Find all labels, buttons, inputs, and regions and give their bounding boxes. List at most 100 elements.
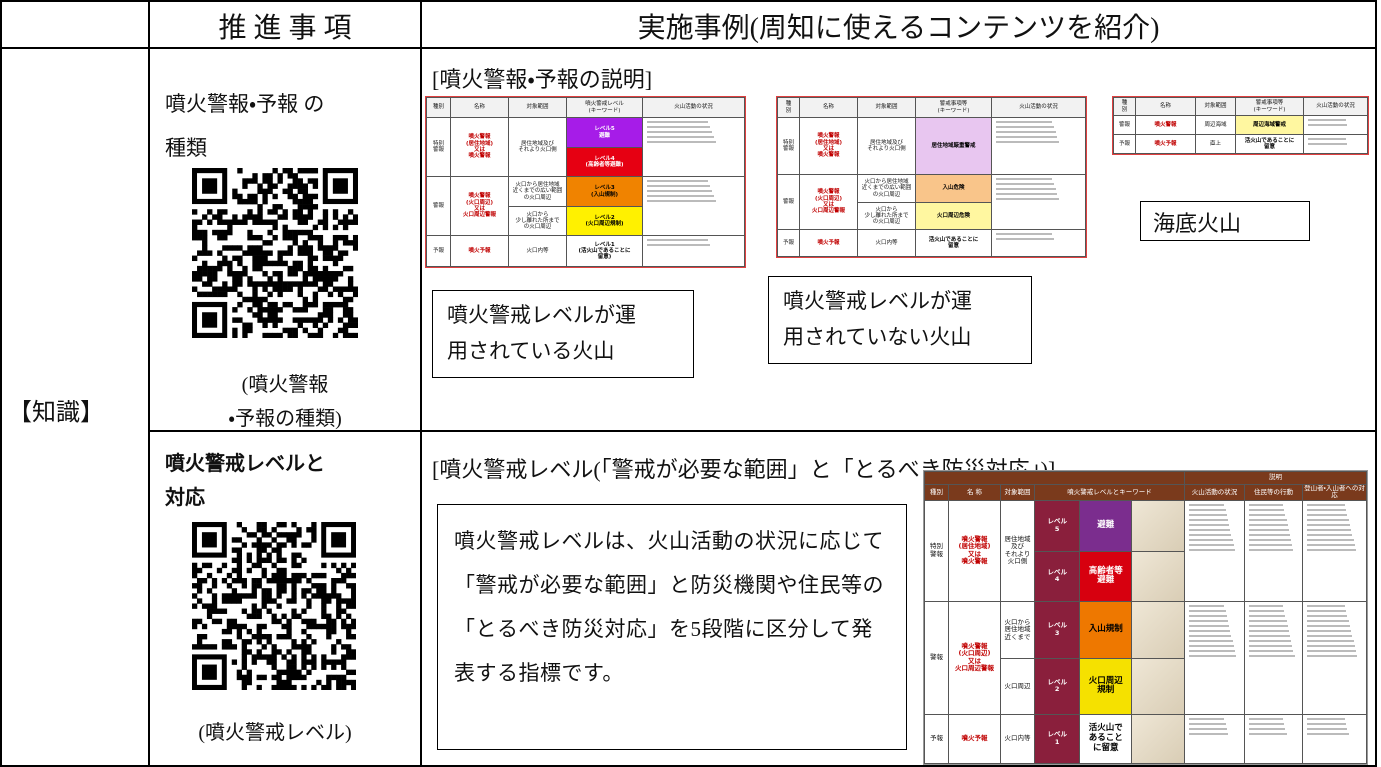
qr-module bbox=[206, 572, 213, 579]
qr-module bbox=[287, 327, 293, 334]
qr-module bbox=[286, 532, 292, 538]
qr-module bbox=[327, 255, 334, 262]
qr-module bbox=[252, 250, 258, 256]
table-cell: 火口内等 bbox=[857, 229, 916, 257]
qr-module bbox=[192, 562, 198, 569]
qr-module bbox=[237, 193, 243, 200]
qr-code bbox=[192, 522, 356, 690]
text-line bbox=[1307, 528, 1352, 531]
qr-module bbox=[251, 542, 257, 548]
qr-module bbox=[281, 557, 287, 564]
description: 噴火警戒レベルは、火山活動の状況に応じて「警戒が必要な範囲」と防災機関や住民等の… bbox=[437, 504, 907, 750]
qr-module bbox=[251, 562, 257, 569]
qr-module bbox=[332, 224, 339, 231]
header-row: 種別 名称 対象範囲 噴火警戒レベル (キーワード) 火山活動の状況 bbox=[426, 97, 745, 118]
description-cell bbox=[1303, 115, 1368, 135]
qr-module bbox=[297, 229, 303, 236]
qr-module bbox=[322, 301, 329, 308]
qr-module bbox=[326, 593, 332, 599]
header-cell: 対象範囲 bbox=[857, 97, 916, 118]
qr-module bbox=[312, 322, 319, 328]
qr-module bbox=[267, 229, 273, 236]
thumbnail: 種別 名称 対象範囲 噴火警戒レベル (キーワード) 火山活動の状況 特別 警報 噴火警報 … bbox=[425, 96, 746, 268]
qr-module bbox=[281, 654, 287, 660]
qr-module bbox=[231, 567, 238, 574]
qr-module bbox=[251, 634, 257, 640]
qr-module bbox=[222, 219, 228, 225]
description-cell bbox=[991, 117, 1086, 175]
qr-module bbox=[326, 684, 332, 690]
qr-module bbox=[307, 301, 314, 308]
qr-module bbox=[317, 219, 324, 225]
qr-module bbox=[262, 188, 268, 195]
text-line bbox=[1249, 732, 1287, 735]
qr-module bbox=[291, 522, 297, 528]
qr-module bbox=[256, 623, 262, 630]
qr-module bbox=[306, 644, 312, 650]
qr-module bbox=[217, 265, 223, 272]
qr-module bbox=[291, 639, 297, 645]
table-cell: 噴火警報 (居住地域) 又は 噴火警報 bbox=[450, 117, 509, 177]
qr-module bbox=[307, 234, 314, 241]
qr-module bbox=[202, 229, 208, 236]
table-cell: 居住地域及び それより火口側 bbox=[508, 117, 567, 177]
qr-module bbox=[302, 198, 308, 205]
qr-module bbox=[346, 669, 352, 676]
qr-module bbox=[216, 618, 223, 625]
qr-module bbox=[341, 674, 347, 681]
qr-module bbox=[326, 623, 332, 630]
qr-module bbox=[281, 669, 287, 676]
qr-module bbox=[272, 307, 278, 313]
qr-module bbox=[282, 224, 288, 231]
text-line bbox=[1307, 629, 1352, 632]
qr-module bbox=[236, 567, 242, 574]
qr-module bbox=[197, 229, 203, 236]
sub-cell-group: 火口から居住地域 近くまでの広い範囲 の火口周辺 火口から 少し離れた所まで の火… bbox=[508, 176, 567, 236]
qr-module bbox=[351, 669, 356, 676]
qr-module bbox=[301, 664, 307, 670]
qr-module bbox=[197, 276, 203, 282]
qr-module bbox=[286, 649, 292, 655]
qr-module bbox=[272, 281, 278, 287]
qr-module bbox=[202, 312, 218, 328]
text-line bbox=[996, 131, 1056, 133]
qr-module bbox=[261, 603, 267, 609]
qr-module bbox=[236, 669, 242, 676]
qr-module bbox=[326, 634, 332, 640]
qr-module bbox=[252, 296, 258, 303]
qr-module bbox=[202, 245, 208, 251]
qr-module bbox=[267, 307, 273, 313]
qr-module bbox=[241, 649, 247, 655]
qr-module bbox=[287, 168, 293, 174]
qr-module bbox=[256, 542, 262, 548]
table-row: 特別 警報 噴火警報 (居住地域) 又は 噴火警報 居住地域及び それより火口側 レベ… bbox=[426, 117, 745, 177]
qr-module bbox=[271, 654, 277, 660]
qr-module bbox=[317, 317, 324, 323]
text-line bbox=[647, 131, 712, 133]
qr-module bbox=[262, 255, 268, 262]
qr-module bbox=[312, 265, 319, 272]
header-row: 説明 bbox=[924, 471, 1368, 485]
qr-module bbox=[302, 188, 308, 195]
qr-module bbox=[336, 593, 342, 599]
qr-module bbox=[271, 562, 277, 569]
item-title: 噴火警報・予報 の 種類 bbox=[165, 92, 325, 160]
sub-cell-group: 入山危険 火口周辺危険 bbox=[915, 174, 992, 230]
qr-module bbox=[346, 649, 352, 655]
qr-module bbox=[276, 618, 282, 625]
level-cell: レベル 5 避難 bbox=[1035, 501, 1184, 551]
qr-module bbox=[307, 271, 314, 277]
text-line bbox=[1307, 717, 1345, 720]
qr-module bbox=[331, 562, 337, 569]
table-cell: 噴火予報 bbox=[1135, 134, 1196, 154]
qr-module bbox=[266, 659, 272, 665]
text-line bbox=[1249, 634, 1291, 637]
level-cell: レベル 1 活火山で あること に留意 bbox=[1035, 715, 1184, 763]
qr-module bbox=[217, 209, 223, 215]
qr-module bbox=[337, 286, 344, 292]
qr-module bbox=[337, 234, 344, 241]
text-line bbox=[1307, 649, 1357, 652]
qr-module bbox=[266, 552, 272, 558]
qr-module bbox=[302, 327, 308, 334]
qr-module bbox=[252, 178, 258, 184]
